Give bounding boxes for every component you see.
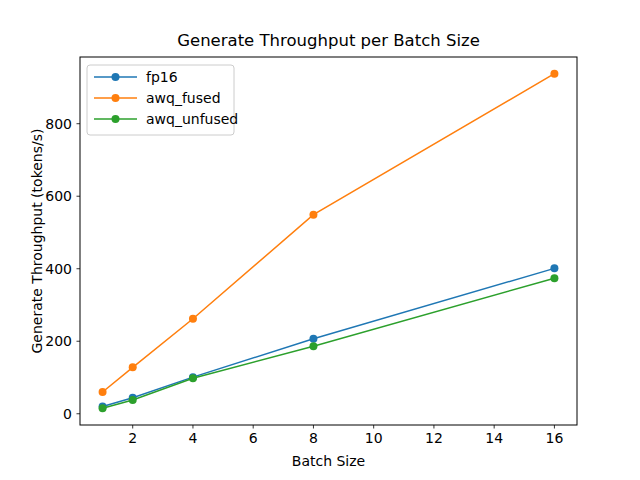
- legend-marker: [112, 94, 120, 102]
- x-tick-label: 2: [128, 430, 137, 446]
- data-point-awq_unfused: [129, 396, 137, 404]
- figure: 2468101214160200400600800Generate Throug…: [0, 0, 640, 480]
- data-point-fp16: [550, 264, 558, 272]
- x-tick-label: 8: [309, 430, 318, 446]
- x-tick-label: 12: [425, 430, 443, 446]
- data-point-awq_fused: [99, 388, 107, 396]
- legend-label: awq_unfused: [146, 111, 238, 127]
- legend-marker: [112, 115, 120, 123]
- x-tick-label: 10: [365, 430, 383, 446]
- y-tick-label: 600: [45, 188, 72, 204]
- data-point-awq_fused: [129, 363, 137, 371]
- y-tick-label: 0: [63, 406, 72, 422]
- x-tick-label: 16: [545, 430, 563, 446]
- data-point-awq_fused: [309, 211, 317, 219]
- data-point-fp16: [309, 335, 317, 343]
- data-point-awq_unfused: [189, 374, 197, 382]
- y-tick-label: 200: [45, 333, 72, 349]
- data-point-awq_fused: [550, 70, 558, 78]
- x-tick-label: 6: [249, 430, 258, 446]
- legend-label: awq_fused: [146, 90, 221, 106]
- y-tick-label: 800: [45, 116, 72, 132]
- chart-canvas: 2468101214160200400600800Generate Throug…: [0, 0, 640, 480]
- legend-label: fp16: [146, 69, 178, 85]
- data-point-awq_unfused: [309, 342, 317, 350]
- legend-marker: [112, 73, 120, 81]
- y-tick-label: 400: [45, 261, 72, 277]
- x-tick-label: 4: [188, 430, 197, 446]
- data-point-awq_fused: [189, 315, 197, 323]
- data-point-awq_unfused: [550, 274, 558, 282]
- x-tick-label: 14: [485, 430, 503, 446]
- chart-title: Generate Throughput per Batch Size: [177, 31, 480, 50]
- x-axis-label: Batch Size: [292, 453, 365, 469]
- data-point-awq_unfused: [99, 404, 107, 412]
- y-axis-label: Generate Throughput (tokens/s): [29, 129, 45, 354]
